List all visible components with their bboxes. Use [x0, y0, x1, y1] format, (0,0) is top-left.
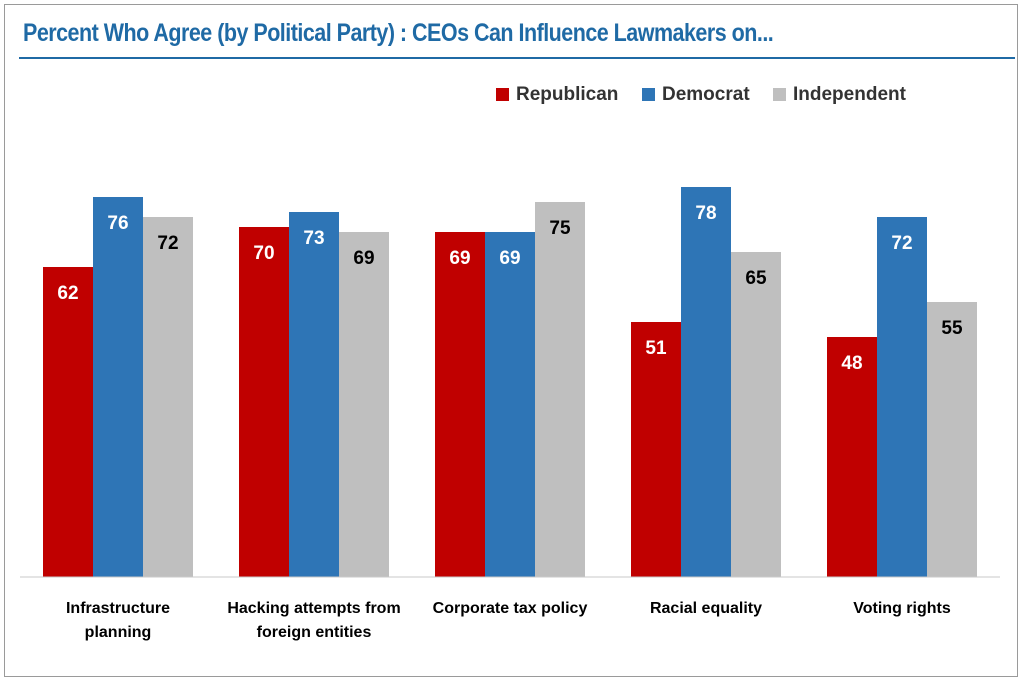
data-label-republican-2: 70	[253, 243, 274, 264]
category-label-1: Infrastructure planning	[66, 600, 170, 641]
legend-label-independent: Independent	[793, 84, 907, 105]
data-label-democrat-1: 76	[107, 213, 128, 234]
legend-label-republican: Republican	[516, 84, 618, 105]
bar-independent-4	[731, 252, 781, 577]
bar-republican-2	[239, 227, 289, 577]
legend-swatch-republican	[496, 88, 509, 101]
category-label-3: Corporate tax policy	[433, 600, 588, 617]
data-label-independent-4: 65	[745, 268, 767, 289]
data-label-republican-1: 62	[57, 283, 78, 304]
title-rule	[19, 57, 1015, 59]
data-label-republican-5: 48	[841, 353, 862, 374]
data-label-democrat-2: 73	[303, 228, 324, 249]
data-label-independent-1: 72	[157, 233, 178, 254]
data-label-republican-4: 51	[645, 338, 667, 359]
data-label-independent-5: 55	[941, 318, 963, 339]
bar-independent-2	[339, 232, 389, 577]
bar-independent-1	[143, 217, 193, 577]
data-label-republican-3: 69	[449, 248, 470, 269]
bar-republican-5	[827, 337, 877, 577]
data-label-democrat-3: 69	[499, 248, 520, 269]
bar-republican-4	[631, 322, 681, 577]
bar-democrat-1	[93, 197, 143, 577]
category-label-5: Voting rights	[853, 600, 951, 617]
bar-independent-3	[535, 202, 585, 577]
data-label-democrat-4: 78	[695, 203, 716, 224]
bar-democrat-2	[289, 212, 339, 577]
bar-republican-3	[435, 232, 485, 577]
legend-swatch-democrat	[642, 88, 655, 101]
data-label-democrat-5: 72	[891, 233, 912, 254]
data-label-independent-3: 75	[549, 218, 571, 239]
bar-republican-1	[43, 267, 93, 577]
bar-independent-5	[927, 302, 977, 577]
bar-democrat-4	[681, 187, 731, 577]
legend-swatch-independent	[773, 88, 786, 101]
bar-democrat-3	[485, 232, 535, 577]
category-label-4: Racial equality	[650, 600, 762, 617]
data-label-independent-2: 69	[353, 248, 374, 269]
bar-democrat-5	[877, 217, 927, 577]
chart-title: Percent Who Agree (by Political Party) :…	[23, 19, 774, 47]
category-label-2: Hacking attempts from foreign entities	[227, 600, 400, 641]
legend-label-democrat: Democrat	[662, 84, 750, 105]
